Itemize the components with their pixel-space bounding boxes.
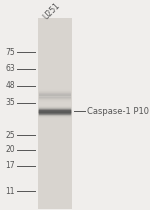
Text: 25: 25 [5, 131, 15, 140]
Text: 48: 48 [5, 81, 15, 90]
Text: U251: U251 [41, 1, 62, 21]
FancyBboxPatch shape [38, 18, 72, 209]
Text: 63: 63 [5, 64, 15, 73]
Text: 17: 17 [5, 161, 15, 170]
Text: Caspase-1 P10: Caspase-1 P10 [87, 107, 149, 116]
Text: 75: 75 [5, 48, 15, 57]
Text: 11: 11 [5, 187, 15, 196]
Text: 20: 20 [5, 145, 15, 154]
Text: 35: 35 [5, 98, 15, 107]
